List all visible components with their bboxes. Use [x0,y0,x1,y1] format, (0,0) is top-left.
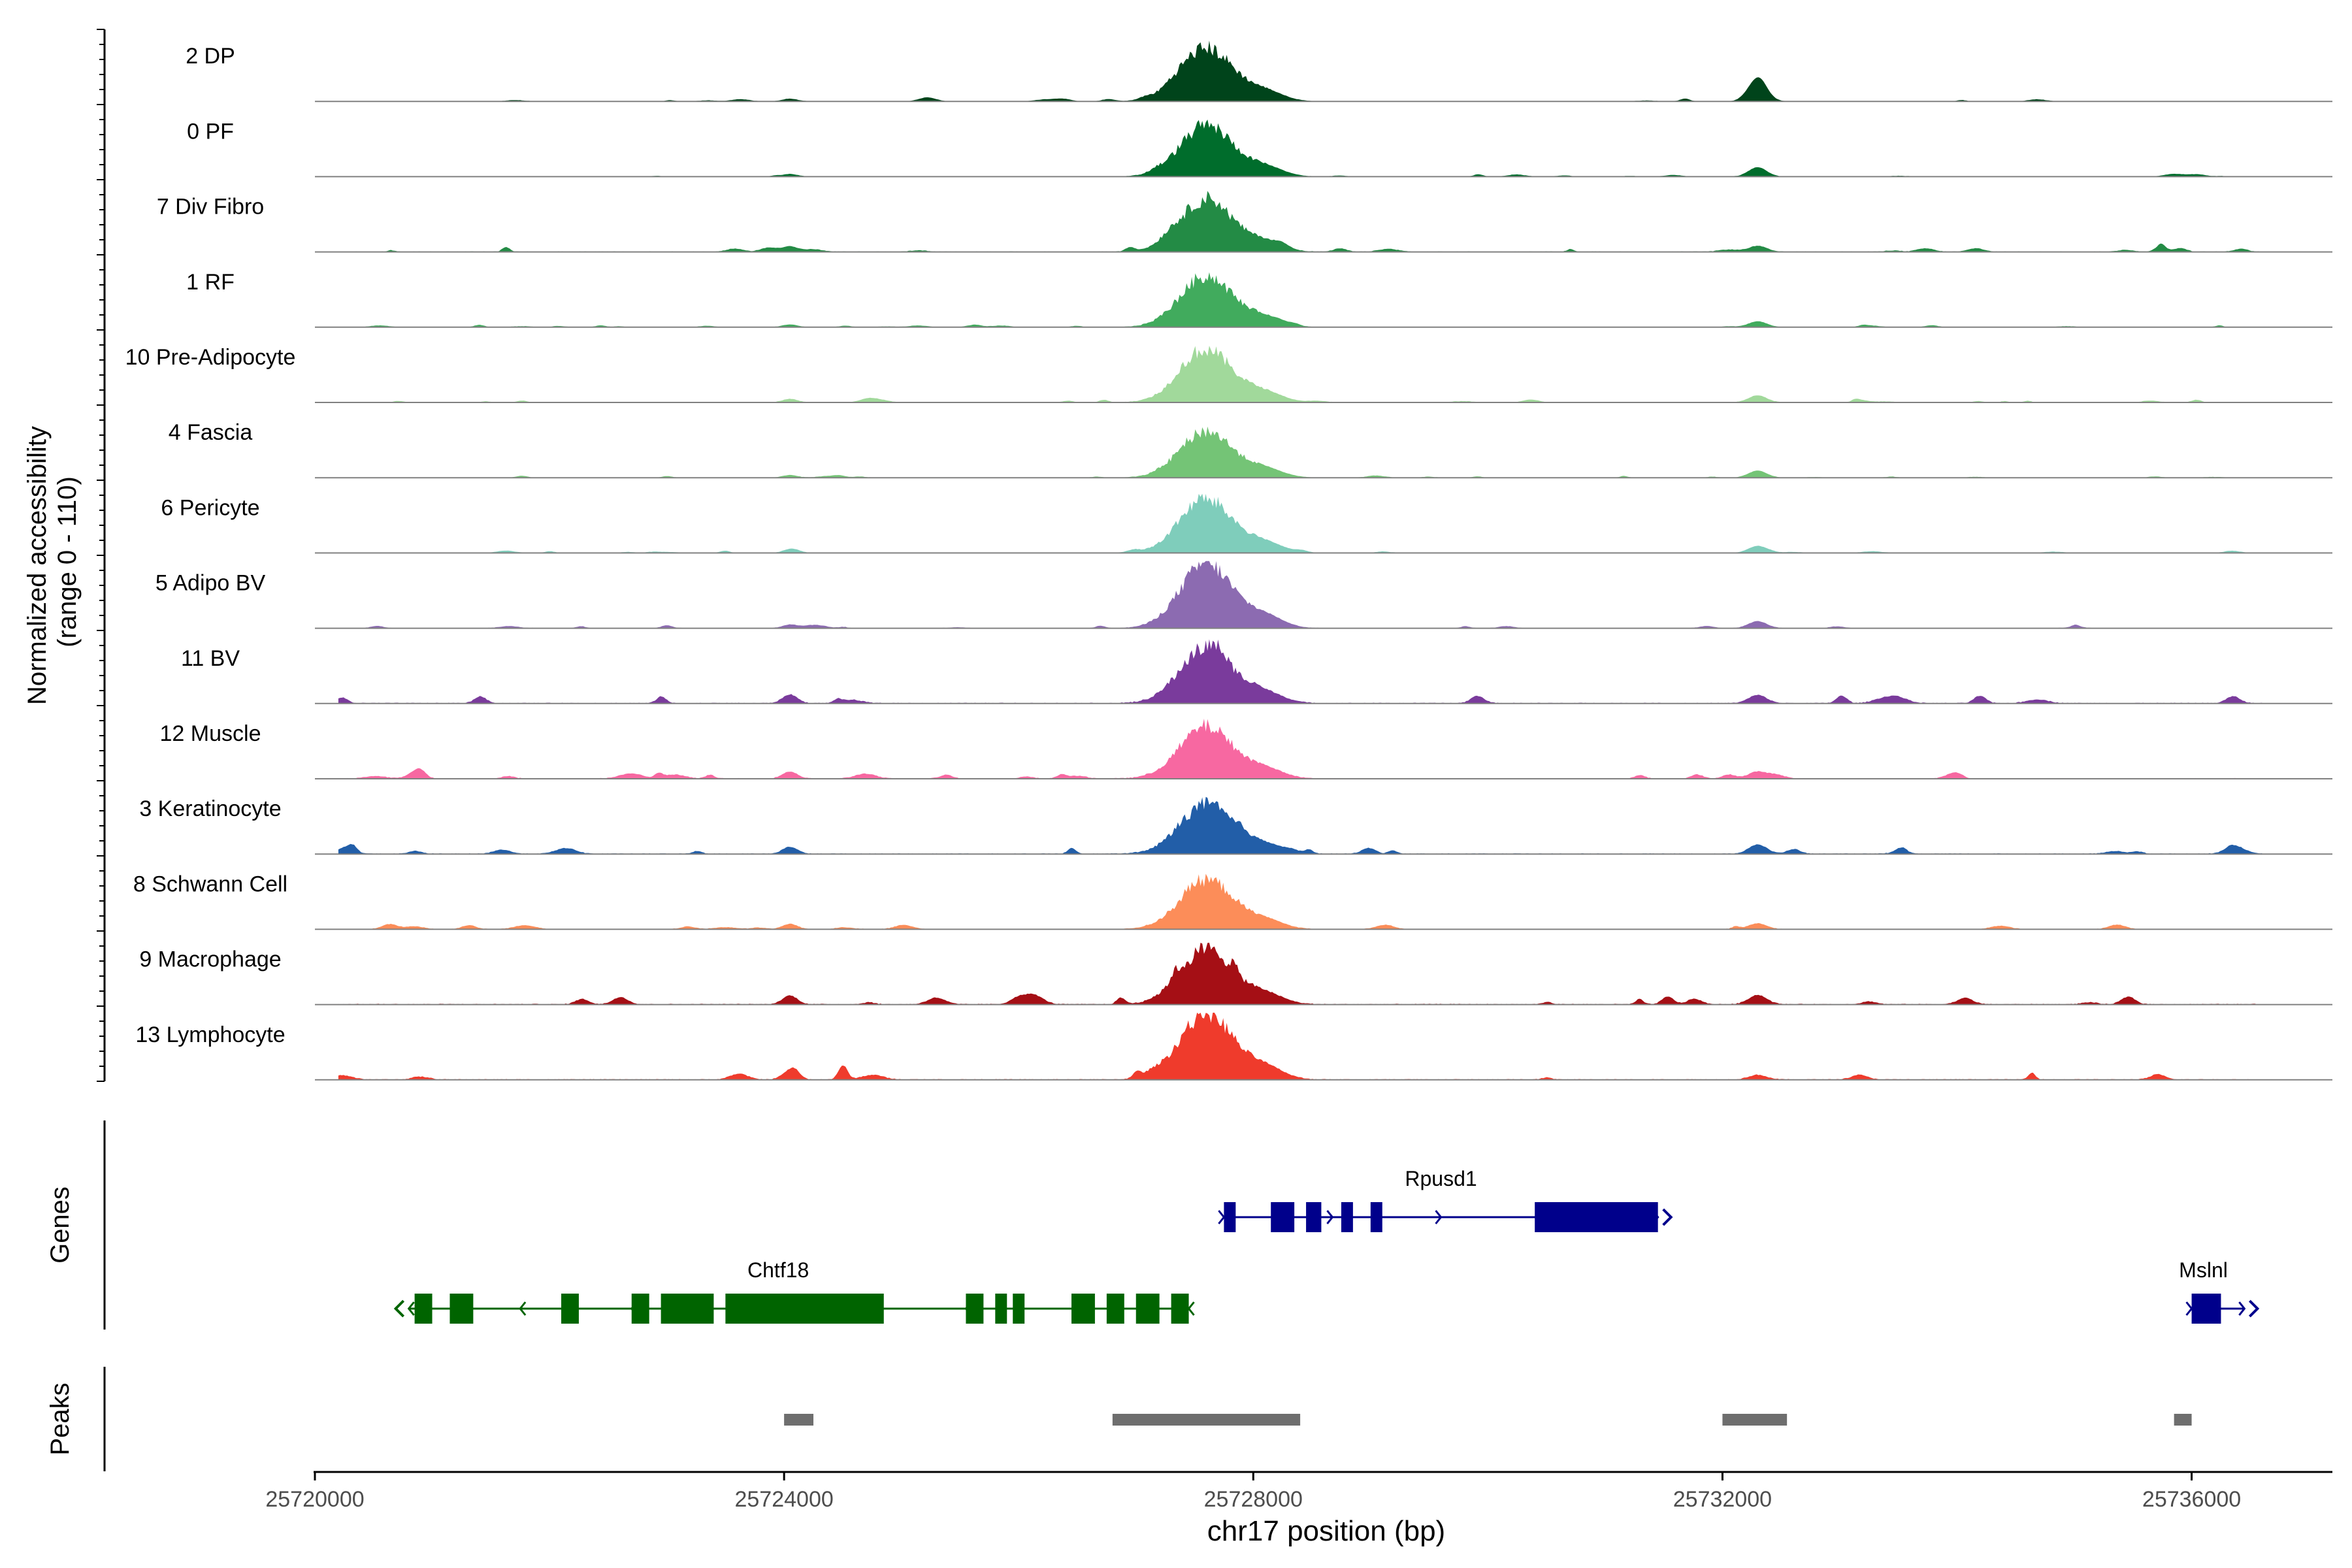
gene-exon [966,1294,984,1324]
genes-panel: Genes Rpusd1 Chtf18 Mslnl [46,1120,2260,1330]
strand-end-arrow [1662,1208,1673,1226]
gene-exon [1071,1294,1095,1324]
peaks-panel: Peaks [46,1367,2192,1471]
track-label: 8 Schwann Cell [133,872,287,896]
x-tick-label: 25728000 [1204,1487,1303,1512]
track-0-pf: 0 PF [187,119,2332,178]
gene-exon [631,1294,649,1324]
track-label: 7 Div Fibro [157,195,264,220]
gene-label: Mslnl [2179,1258,2228,1282]
track-1-rf: 1 RF [186,270,2332,328]
track-label: 5 Adipo BV [155,571,266,596]
track-7-div-fibro: 7 Div Fibro [157,191,2332,253]
y-axis-title-line2: (range 0 - 110) [53,476,82,647]
gene-exon [414,1294,433,1324]
strand-arrow [1435,1210,1443,1224]
peak-region [1722,1414,1788,1426]
track-label: 3 Keratinocyte [139,796,281,821]
x-tick-label: 25720000 [265,1487,364,1512]
peak-regions [784,1414,2192,1426]
gene-chtf18: Chtf18 [393,1258,1195,1324]
genes-panel-label: Genes [46,1186,74,1264]
strand-arrow [2238,1301,2246,1316]
peak-region [2174,1414,2192,1426]
gene-exon [1535,1202,1658,1232]
x-tick-label: 25724000 [734,1487,833,1512]
peaks-panel-label: Peaks [46,1382,74,1455]
accessibility-y-axis [97,29,106,1082]
gene-exon [1106,1294,1124,1324]
x-tick-label: 25736000 [2142,1487,2241,1512]
track-10-pre-adipocyte: 10 Pre-Adipocyte [125,345,2332,403]
y-axis-ticks [97,29,105,1082]
gene-exon [2191,1294,2221,1324]
gene-exon [561,1294,579,1324]
gene-exon [449,1294,474,1324]
strand-end-arrow [393,1299,405,1318]
track-label: 6 Pericyte [161,495,259,520]
strand-arrow [519,1301,527,1316]
track-label: 9 Macrophage [139,947,281,972]
gene-exon [1306,1202,1322,1232]
strand-end-arrow [2248,1299,2260,1318]
track-label: 11 BV [181,646,240,671]
track-label: 0 PF [187,119,234,144]
track-12-muscle: 12 Muscle [160,719,2332,779]
gene-label: Rpusd1 [1405,1167,1477,1190]
peak-region [784,1414,814,1426]
gene-exon [1013,1294,1025,1324]
gene-exon [1224,1202,1236,1232]
track-label: 13 Lymphocyte [135,1022,285,1047]
y-axis-title: Normalized accessibility (range 0 - 110) [23,419,82,705]
track-label: 1 RF [186,270,235,295]
track-label: 2 DP [186,44,235,69]
gene-exon [725,1294,884,1324]
track-3-keratinocyte: 3 Keratinocyte [139,796,2332,855]
x-tick-label: 25732000 [1673,1487,1772,1512]
track-2-dp: 2 DP [186,41,2332,103]
track-4-fascia: 4 Fascia [169,420,2332,479]
track-label: 10 Pre-Adipocyte [125,345,296,370]
gene-exon [661,1294,714,1324]
peak-region [1112,1414,1301,1426]
track-9-macrophage: 9 Macrophage [139,942,2332,1005]
gene-exon [1271,1202,1295,1232]
track-8-schwann-cell: 8 Schwann Cell [133,872,2332,930]
track-label: 12 Muscle [160,721,261,746]
gene-exon [1341,1202,1353,1232]
gene-label: Chtf18 [747,1258,809,1282]
coverage-tracks: 2 DP 0 PF 7 Div Fibro 1 RF 10 Pre-Adipocyte 4… [125,41,2332,1081]
gene-exon [1135,1294,1160,1324]
track-5-adipo-bv: 5 Adipo BV [155,561,2332,629]
gene-exon [1370,1202,1382,1232]
gene-exon [995,1294,1007,1324]
strand-arrow [1326,1210,1334,1224]
gene-rpusd1: Rpusd1 [1218,1167,1673,1232]
track-11-bv: 11 BV [181,639,2332,704]
gene-models: Rpusd1 Chtf18 Mslnl [393,1167,2260,1324]
x-axis-title: chr17 position (bp) [1207,1515,1445,1547]
position-x-axis: 25720000 25724000 25728000 25732000 25736000… [265,1471,2332,1547]
track-6-pericyte: 6 Pericyte [161,493,2332,554]
gene-exon [1171,1294,1189,1324]
strand-arrow [407,1301,415,1316]
y-axis-title-line1: Normalized accessibility [23,426,52,705]
track-13-lymphocyte: 13 Lymphocyte [135,1013,2332,1081]
x-axis-ticks: 25720000 25724000 25728000 25732000 25736000 [265,1472,2241,1512]
track-label: 4 Fascia [169,420,253,445]
gene-mslnl: Mslnl [2179,1258,2260,1324]
